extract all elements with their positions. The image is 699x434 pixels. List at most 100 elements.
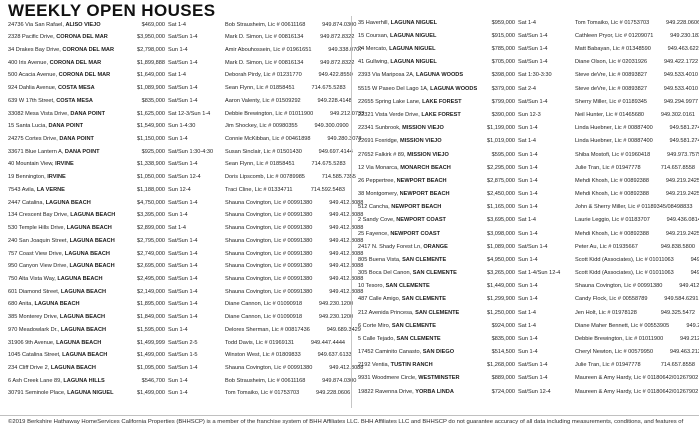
- listing-agent: Bob Strausheim, Lic # 00611168: [225, 377, 306, 384]
- listing-row: 22691 Foxridge, MISSION VIEJO $1,019,000 S…: [350, 136, 699, 149]
- listing-price: $1,499,999: [137, 339, 165, 346]
- listing-phone: 949.412.8088: [329, 250, 364, 257]
- listing-row: 19 Bennington, IRVINE $1,050,000 Sat/Sun 1…: [0, 172, 356, 185]
- listing-row: 19822 Ravenna Drive, YORBA LINDA $724,000…: [350, 386, 699, 399]
- listing-address: 134 Crescent Bay Drive, LAGUNA BEACH: [8, 213, 120, 219]
- listing-price: $2,450,000: [487, 191, 515, 198]
- listing-open-time: Sat/Sun 1-4: [168, 34, 198, 41]
- listing-address: 2447 Catalina, LAGUNA BEACH: [8, 200, 120, 207]
- listing-row: 33082 Mesa Vista Drive, DANA POINT $1,625…: [0, 108, 364, 121]
- listing-city: DANA POINT: [70, 110, 106, 117]
- listing-row: 15 Coursan, LAGUNA NIGUEL $915,000 Sat/Sun…: [350, 30, 699, 43]
- listing-address: 530 Temple Hills Drive, LAGUNA BEACH: [8, 225, 120, 232]
- listings-column-left: 24736 Via San Rafael, ALISO VIEJO $469,00…: [0, 19, 364, 401]
- listing-phone: 949.689.3429: [326, 326, 361, 333]
- listing-phone: 949.412.8088: [329, 288, 364, 295]
- listing-phone: 949.697.4144: [318, 148, 353, 155]
- listing-city: LAGUNA BEACH: [60, 288, 107, 295]
- listing-phone: 949.219.2549: [695, 205, 699, 211]
- listing-phone: 949.422.1722: [663, 59, 699, 66]
- listing-phone: 949.294.9977: [663, 98, 699, 105]
- listing-open-time: Sat 1:30-3:30: [518, 72, 552, 79]
- listing-street: 10 Tesoro,: [358, 283, 386, 290]
- listing-address: 33671 Blue Lantern A, DANA POINT: [8, 149, 120, 156]
- listing-city: SAN CLEMENTE: [402, 256, 447, 263]
- listing-price: $835,000: [141, 97, 165, 104]
- listing-agent: Scott Kidd (Associates), Lic # 01011063: [575, 270, 674, 277]
- listing-city: SAN CLEMENTE: [415, 309, 460, 316]
- listing-phone: 949.219.2425: [665, 191, 699, 198]
- listing-row: 2393 Via Mariposa 2A, LAGUNA WOODS $398,0…: [350, 70, 699, 83]
- listing-agent: Mehdi Khosh, Lic # 00892388: [575, 191, 650, 198]
- listing-row: 601 Diamond Street, LAGUNA BEACH $2,149,0…: [0, 286, 363, 299]
- listing-row: 31906 9th Avenue, LAGUNA BEACH $1,499,999…: [0, 337, 349, 350]
- listing-city: LAGUNA BEACH: [56, 339, 102, 346]
- listing-row: 2417 N. Shady Forest Ln, ORANGE $1,089,00…: [350, 241, 699, 254]
- listing-phone: 949.233.2119: [686, 322, 699, 329]
- listing-address: 22691 Foxridge, MISSION VIEJO: [358, 139, 470, 145]
- listing-street: 305 Boca Del Canon,: [358, 270, 413, 277]
- listing-street: 24736 Via San Rafael,: [8, 21, 66, 28]
- listing-street: 19 Bennington,: [8, 174, 48, 181]
- listing-agent: Connie McKibban, Lic # 00461898: [225, 136, 311, 143]
- listing-phone: 949.498.0487: [690, 256, 699, 263]
- listing-street: 25 Fayence,: [358, 230, 391, 237]
- listing-phone: 949.212.0733: [680, 335, 699, 342]
- listing-open-time: Sat/Sun 1-4: [168, 301, 198, 308]
- listing-street: 6 Corte Miro,: [358, 322, 392, 329]
- listing-street: 35 Haverhill,: [358, 19, 391, 26]
- listing-city: MISSION VIEJO: [407, 151, 449, 158]
- listing-row: 385 Monterey Drive, LAGUNA BEACH $1,849,0…: [0, 312, 353, 325]
- listing-agent: Amir Abouhossein, Lic # 01961651: [225, 47, 312, 53]
- listing-city: NEWPORT COAST: [390, 230, 441, 237]
- listing-price: $925,000: [141, 148, 165, 155]
- listing-phone: 949.581.2742: [669, 125, 699, 132]
- listing-open-time: Sat/Sun 1-4: [518, 32, 548, 39]
- listing-price: $2,875,000: [487, 177, 515, 184]
- listing-price: $2,798,000: [137, 47, 165, 53]
- listing-open-time: Sun 1-4: [168, 377, 188, 384]
- listing-row: 5515 W Paseo Del Lago 1A, LAGUNA WOODS $3…: [350, 83, 699, 96]
- listing-phone: 949.874.0300: [322, 377, 357, 384]
- listing-open-time: Sat/Sun 1-4: [168, 364, 198, 371]
- listing-price: $469,000: [141, 21, 165, 28]
- listing-phone: 949.412.8088: [329, 275, 364, 282]
- listing-open-time: Sat/Sun 1-4: [518, 98, 548, 105]
- listing-phone: 949.230.1200: [318, 314, 354, 321]
- listing-open-time: Sun 12-3: [518, 111, 541, 118]
- listing-agent: Delores Sherman, Lic # 00817436: [225, 326, 310, 333]
- listing-row: 15 Santa Lucia, DANA POINT $1,549,900 Sun …: [0, 121, 349, 134]
- listing-price: $1,649,000: [137, 72, 165, 79]
- listing-city: LAGUNA BEACH: [62, 352, 108, 359]
- listing-street: 22655 Spring Lake Lane,: [358, 98, 423, 105]
- listing-street: 34 Drakes Bay Drive,: [8, 47, 63, 53]
- listing-street: 970 Meadowlark Dr.,: [8, 326, 61, 333]
- listing-price: $1,089,000: [487, 243, 515, 250]
- listing-street: 924 Dahlia Avenue,: [8, 85, 58, 92]
- listing-city: IRVINE: [55, 161, 74, 168]
- listing-price: $1,499,000: [137, 352, 165, 359]
- listing-city: LAGUNA WOODS: [416, 72, 464, 79]
- listing-agent: Mehdi Khosh, Lic # 00892388: [575, 177, 650, 184]
- listing-open-time: Sat/Sun 2-5: [168, 339, 198, 346]
- listing-address: 639 W 17th Street, COSTA MESA: [8, 97, 120, 105]
- listing-open-time: Sat/Sun 1-4: [518, 362, 548, 369]
- listing-street: 234 Cliff Drive 2,: [8, 364, 51, 371]
- listing-row: 750 Alta Vista Way, LAGUNA BEACH $2,495,0…: [0, 273, 363, 286]
- listing-price: $1,050,000: [137, 174, 165, 181]
- listing-open-time: Sun 1-4: [518, 349, 538, 356]
- listing-open-time: Sun 1-4: [518, 256, 538, 263]
- listing-phone: 949.463.6227: [667, 46, 699, 53]
- listing-row: 512 Cancha, NEWPORT BEACH $1,165,000 Sun 1…: [350, 201, 699, 214]
- listing-row: 970 Meadowlark Dr., LAGUNA BEACH $1,595,0…: [0, 324, 361, 337]
- listing-price: $1,899,888: [137, 59, 165, 66]
- listing-open-time: Sun 1-4: [518, 151, 538, 158]
- listing-address: 24736 Via San Rafael, ALISO VIEJO: [8, 21, 120, 29]
- listing-row: 6 Ash Creek Lane 89, LAGUNA HILLS $546,70…: [0, 375, 356, 388]
- listing-open-time: Sat 1-4: [518, 309, 537, 316]
- listing-address: 17452 Caminito Canasto, SAN DIEGO: [358, 349, 470, 356]
- listing-city: LAGUNA BEACH: [69, 263, 115, 270]
- listing-city: COSTA MESA: [56, 97, 93, 104]
- listing-open-time: Sat/Sun 1:30-4:30: [168, 148, 214, 155]
